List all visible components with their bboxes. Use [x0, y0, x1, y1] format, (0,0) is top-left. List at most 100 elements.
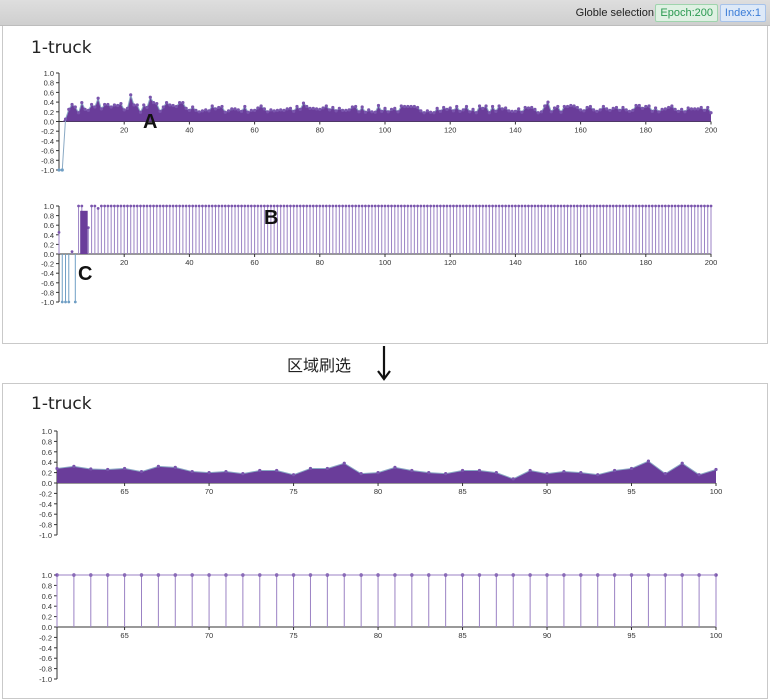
y-tick-label: -1.0	[41, 298, 54, 307]
x-tick-label: 95	[627, 487, 635, 496]
overview-bottom-point	[77, 204, 80, 208]
overview-top-point	[76, 111, 81, 115]
overview-bottom-point	[546, 204, 550, 208]
overview-bottom-point	[696, 204, 700, 208]
overview-bottom-point	[481, 204, 485, 208]
overview-bottom-point	[344, 204, 348, 208]
overview-bottom-point	[249, 204, 253, 208]
annotation-a: A	[143, 111, 158, 133]
overview-top-point	[321, 106, 325, 110]
overview-bottom-point	[448, 204, 452, 208]
overview-top-point	[266, 110, 270, 114]
overview-top-point	[523, 105, 527, 110]
overview-top-point	[520, 110, 524, 114]
overview-top-point	[370, 110, 374, 114]
overview-top-point	[272, 109, 276, 113]
overview-top-point	[621, 105, 625, 110]
overview-top-point	[318, 107, 322, 111]
overview-top-point	[67, 107, 71, 111]
overview-bottom-point	[214, 204, 217, 208]
y-tick-label: 0.2	[44, 240, 54, 249]
y-tick-label: 0.0	[42, 479, 52, 488]
overview-top-point	[536, 111, 540, 115]
overview-bottom-point	[386, 204, 390, 208]
overview-bottom-point	[73, 300, 77, 304]
overview-bottom-point	[148, 204, 152, 208]
detail-top-point	[241, 472, 245, 476]
overview-bottom-point	[259, 204, 263, 208]
overview-top-point	[367, 108, 371, 112]
overview-top-point	[83, 107, 87, 111]
overview-top-point	[184, 106, 188, 111]
overview-bottom-point	[347, 204, 351, 208]
overview-top-point	[256, 106, 260, 110]
x-tick-label: 80	[316, 258, 324, 267]
overview-top-point	[637, 103, 641, 108]
overview-bottom-point	[628, 204, 631, 208]
detail-charts[interactable]: 1.00.80.60.40.20.0-0.2-0.4-0.6-0.8-1.065…	[3, 384, 769, 700]
x-tick-label: 80	[374, 631, 382, 640]
overview-top-point	[262, 107, 266, 111]
overview-bottom-point	[57, 231, 61, 234]
overview-bottom-point	[618, 204, 622, 208]
overview-bottom-point	[197, 204, 201, 208]
overview-top-point	[458, 109, 462, 113]
overview-bottom-point	[272, 204, 276, 208]
overview-top-point	[171, 103, 175, 108]
y-tick-label: -0.4	[41, 269, 54, 278]
detail-top-point	[190, 469, 194, 474]
x-tick-label: 65	[120, 631, 128, 640]
detail-top-point	[156, 464, 160, 468]
overview-bottom-point	[458, 204, 462, 208]
overview-top-point	[145, 105, 149, 110]
overview-bottom-point	[103, 204, 107, 208]
overview-top-point	[187, 108, 191, 112]
x-tick-label: 70	[205, 631, 213, 640]
overview-top-point	[435, 106, 439, 111]
y-tick-label: -1.0	[39, 675, 52, 684]
overview-bottom-point	[523, 204, 527, 208]
overview-bottom-point	[624, 204, 628, 208]
overview-top-point	[151, 100, 156, 105]
overview-top-point	[204, 108, 208, 112]
overview-top-point	[399, 104, 403, 108]
overview-top-point	[562, 104, 566, 109]
overview-top-point	[347, 108, 351, 112]
y-tick-label: 0.0	[44, 250, 54, 259]
overview-bottom-point	[67, 300, 71, 304]
overview-top-point	[380, 109, 384, 113]
epoch-badge[interactable]: Epoch:200	[655, 4, 718, 22]
overview-bottom-point	[510, 204, 514, 208]
overview-top-point	[331, 105, 335, 110]
overview-top-point	[360, 105, 364, 109]
detail-top-point	[511, 477, 515, 481]
overview-bottom-point	[181, 204, 185, 208]
overview-top-point	[481, 106, 485, 111]
y-tick-label: -0.4	[39, 644, 52, 653]
x-tick-label: 40	[185, 126, 193, 135]
overview-top-point	[305, 104, 309, 109]
overview-top-point	[386, 110, 390, 114]
overview-top-point	[644, 104, 648, 109]
overview-top-point	[389, 107, 394, 111]
overview-bottom-point	[445, 204, 449, 208]
detail-top-point	[325, 466, 329, 471]
overview-top-point	[138, 110, 143, 114]
overview-top-point	[158, 109, 162, 113]
overview-bottom-point	[230, 204, 234, 208]
overview-bottom-point	[429, 204, 433, 208]
y-tick-label: -0.4	[39, 500, 52, 509]
overview-bottom-point	[667, 204, 671, 208]
overview-top-point	[579, 108, 583, 112]
index-badge[interactable]: Index:1	[719, 4, 766, 22]
annotation-b: B	[264, 207, 279, 229]
overview-bottom-point	[439, 204, 442, 208]
overview-charts[interactable]: 1.00.80.60.40.20.0-0.2-0.4-0.6-0.8-1.020…	[3, 26, 769, 344]
x-tick-label: 180	[640, 126, 653, 135]
x-tick-label: 160	[574, 126, 587, 135]
overview-top-point	[442, 105, 446, 110]
y-tick-label: 0.8	[42, 437, 52, 446]
overview-top-point	[490, 104, 495, 109]
overview-top-point	[614, 105, 619, 110]
overview-top-point	[474, 111, 478, 115]
